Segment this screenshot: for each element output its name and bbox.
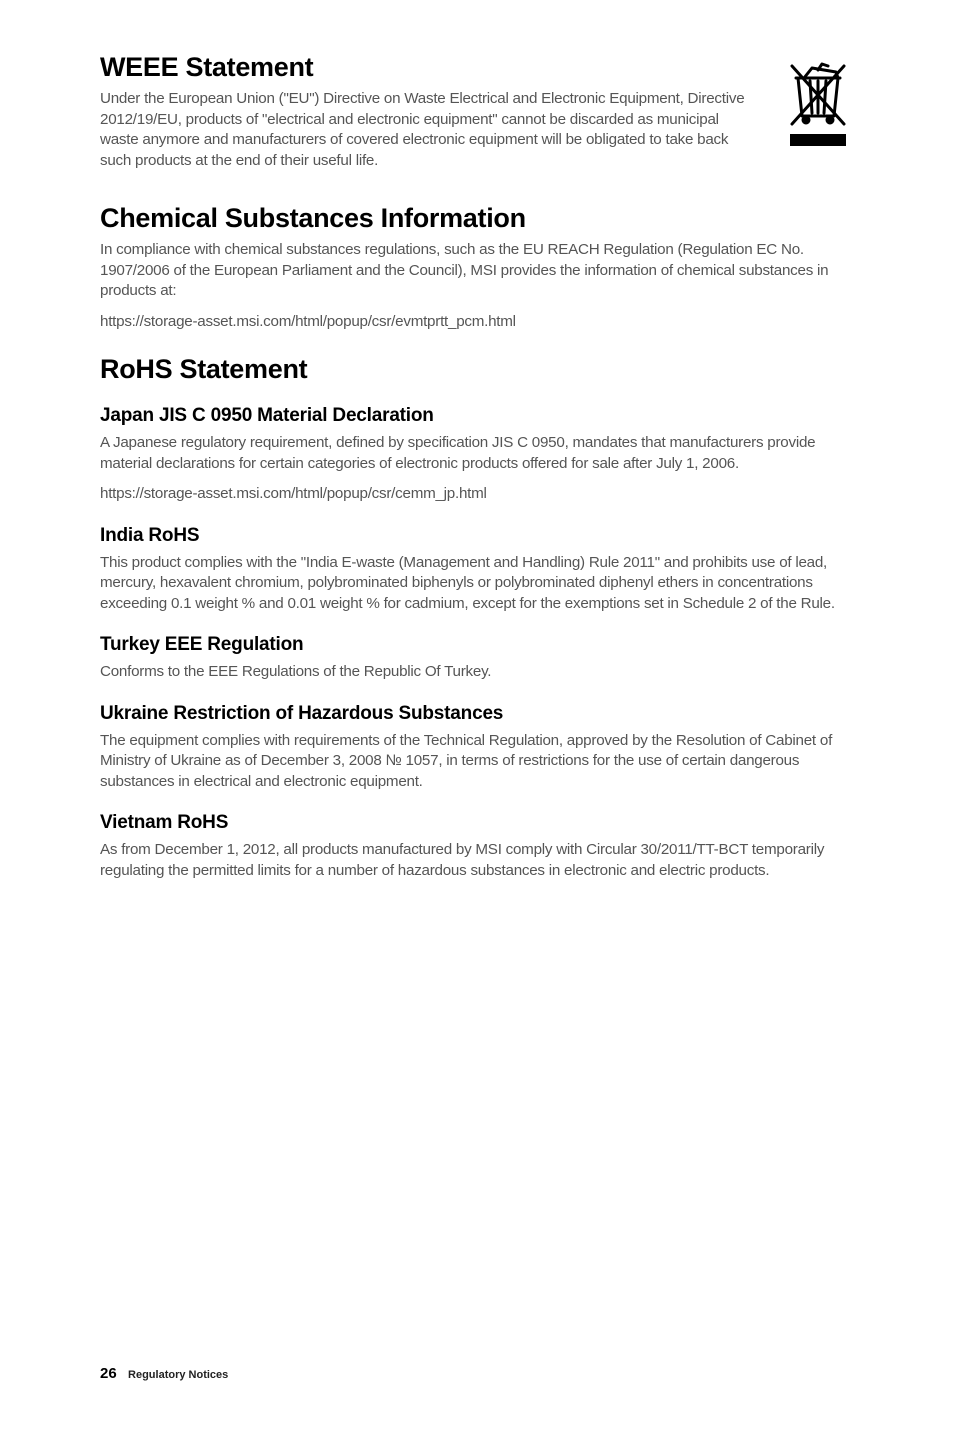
japan-heading: Japan JIS C 0950 Material Declaration	[100, 405, 854, 427]
japan-body: A Japanese regulatory requirement, defin…	[100, 433, 854, 474]
page-number: 26	[100, 1365, 117, 1382]
india-body: This product complies with the "India E-…	[100, 553, 854, 615]
ukraine-heading: Ukraine Restriction of Hazardous Substan…	[100, 703, 854, 725]
weee-body: Under the European Union ("EU") Directiv…	[100, 89, 754, 171]
rohs-heading: RoHS Statement	[100, 354, 854, 385]
page-footer: 26 Regulatory Notices	[100, 1365, 228, 1382]
weee-bin-icon	[782, 56, 854, 157]
india-heading: India RoHS	[100, 525, 854, 547]
ukraine-body: The equipment complies with requirements…	[100, 731, 854, 793]
turkey-heading: Turkey EEE Regulation	[100, 634, 854, 656]
japan-link: https://storage-asset.msi.com/html/popup…	[100, 484, 854, 505]
footer-title: Regulatory Notices	[128, 1369, 228, 1381]
vietnam-heading: Vietnam RoHS	[100, 812, 854, 834]
chem-link: https://storage-asset.msi.com/html/popup…	[100, 312, 854, 333]
vietnam-body: As from December 1, 2012, all products m…	[100, 840, 854, 881]
chem-body: In compliance with chemical substances r…	[100, 240, 854, 302]
turkey-body: Conforms to the EEE Regulations of the R…	[100, 662, 854, 683]
weee-heading: WEEE Statement	[100, 52, 754, 83]
chem-heading: Chemical Substances Information	[100, 203, 854, 234]
